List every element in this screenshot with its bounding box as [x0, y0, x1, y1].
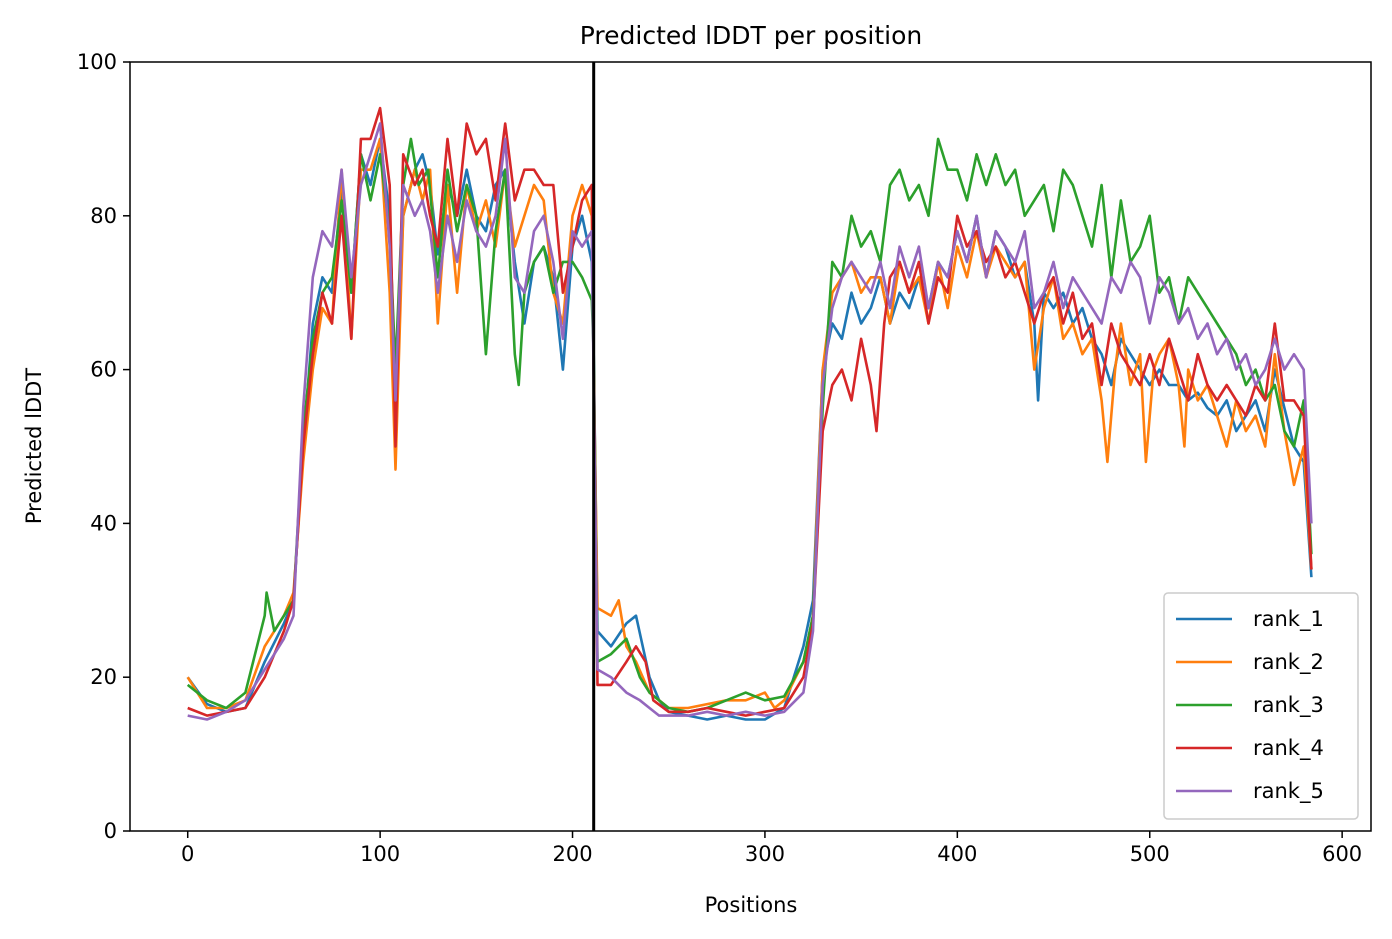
chart-title: Predicted lDDT per position	[580, 21, 922, 50]
y-tick-label: 40	[90, 511, 117, 535]
x-tick-label: 400	[937, 842, 977, 866]
x-tick-label: 300	[745, 842, 785, 866]
legend-label-rank_5: rank_5	[1253, 779, 1324, 804]
legend-label-rank_4: rank_4	[1253, 736, 1324, 761]
x-axis-title: Positions	[705, 893, 798, 917]
legend-label-rank_2: rank_2	[1253, 650, 1324, 675]
x-tick-label: 0	[181, 842, 194, 866]
legend-label-rank_1: rank_1	[1253, 607, 1324, 632]
series-line-rank_5	[187, 122, 1313, 721]
legend-label-rank_3: rank_3	[1253, 693, 1324, 718]
x-tick-label: 500	[1130, 842, 1170, 866]
y-axis: 0 20 40 60 80 100	[77, 50, 130, 843]
y-tick-label: 100	[77, 50, 117, 74]
plot-frame	[129, 61, 1372, 832]
y-tick-label: 60	[90, 358, 117, 382]
y-tick-label: 80	[90, 204, 117, 228]
x-tick-label: 600	[1322, 842, 1362, 866]
y-tick-label: 0	[104, 819, 117, 843]
y-tick-label: 20	[90, 665, 117, 689]
x-tick-label: 200	[552, 842, 592, 866]
legend: rank_1 rank_2 rank_3 rank_4 rank_5	[1163, 592, 1359, 820]
series-layer	[186, 106, 1313, 721]
x-tick-label: 100	[360, 842, 400, 866]
y-axis-title: Predicted lDDT	[22, 368, 46, 524]
legend-box	[1163, 592, 1359, 820]
x-axis: 0 100 200 300 400 500 600	[181, 831, 1362, 866]
